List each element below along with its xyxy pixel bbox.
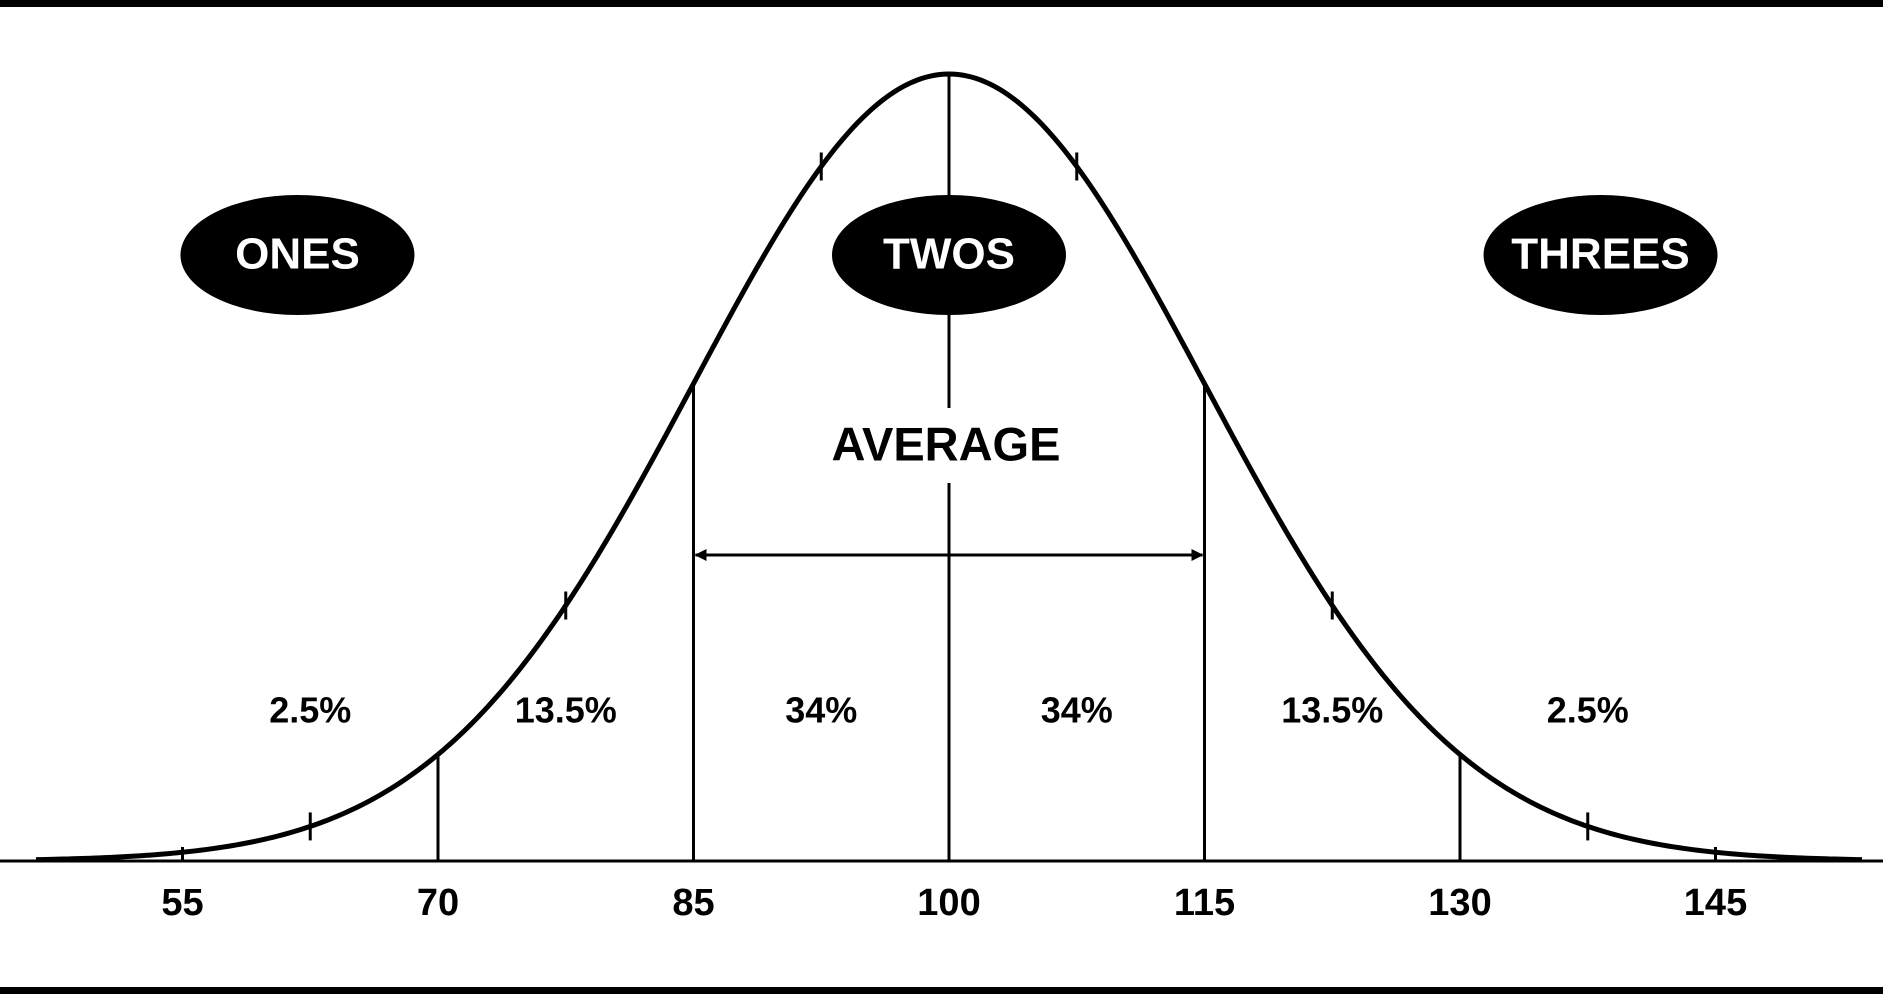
x-tick-label: 115 bbox=[1174, 882, 1235, 924]
x-tick-label: 85 bbox=[672, 882, 714, 924]
x-tick-label: 145 bbox=[1684, 882, 1747, 924]
x-tick-label: 55 bbox=[161, 882, 203, 924]
group-badge bbox=[1483, 195, 1718, 315]
region-label: 13.5% bbox=[1281, 690, 1383, 731]
x-tick-label: 70 bbox=[417, 882, 459, 924]
region-label: 13.5% bbox=[515, 690, 617, 731]
region-label: 2.5% bbox=[269, 690, 351, 731]
background bbox=[0, 7, 1883, 987]
region-label: 34% bbox=[1041, 690, 1113, 731]
region-label: 34% bbox=[785, 690, 857, 731]
annotation-backing bbox=[829, 408, 1069, 483]
region-label: 2.5% bbox=[1547, 690, 1629, 731]
group-label: TWOS bbox=[883, 230, 1015, 279]
group-badge bbox=[180, 195, 415, 315]
x-tick-label: 130 bbox=[1428, 882, 1491, 924]
group-label: ONES bbox=[235, 230, 360, 279]
x-tick-label: 100 bbox=[917, 882, 980, 924]
group-label: THREES bbox=[1511, 230, 1689, 279]
annotation: AVERAGE bbox=[832, 417, 1061, 470]
group-badge bbox=[832, 195, 1066, 315]
